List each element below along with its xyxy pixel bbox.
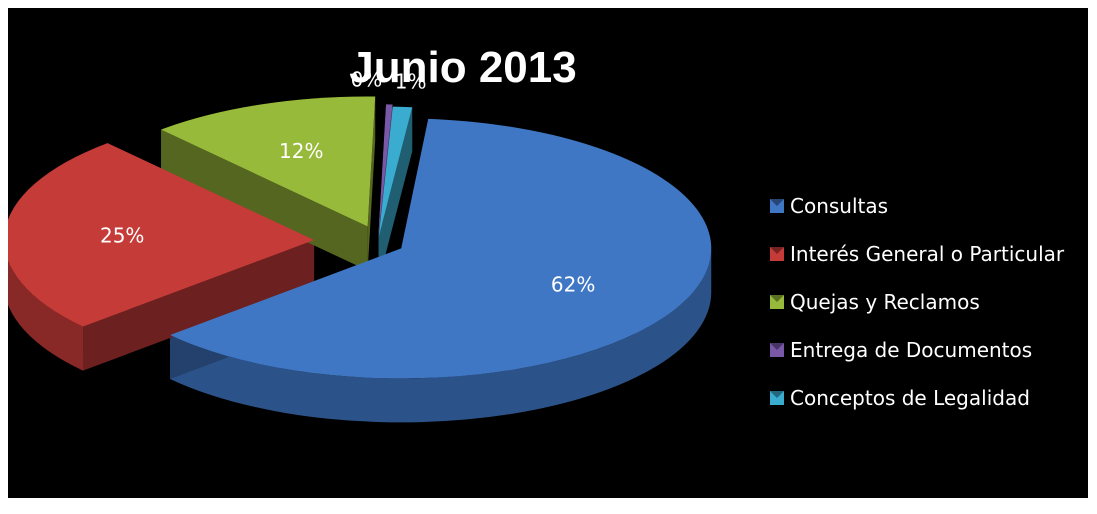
slice-wall-interes-general-o-particular — [8, 260, 84, 371]
slice-interes-general-o-particular — [8, 143, 315, 327]
pie-slices — [8, 96, 712, 423]
legend-swatch-shade — [770, 343, 784, 350]
chart-area: Junio 2013 62% 25% 12% 0% 1% Consultas Interé… — [8, 8, 1088, 498]
legend-item-quejas-y-reclamos: Quejas y Reclamos — [770, 290, 980, 314]
slice-quejas-y-reclamos — [161, 96, 376, 227]
slice-wall-consultas — [170, 248, 712, 423]
pct-label-consultas: 62% — [551, 272, 595, 296]
slice-conceptos-de-legalidad — [378, 106, 413, 237]
pct-label-conceptos-de-legalidad: 1% — [395, 70, 427, 94]
legend-swatch-shade — [770, 199, 784, 206]
legend-label-quejas-y-reclamos: Quejas y Reclamos — [790, 290, 980, 314]
chart-title: Junio 2013 — [349, 43, 576, 92]
legend-label-consultas: Consultas — [790, 194, 888, 218]
legend-item-interes-general-o-particular: Interés General o Particular — [770, 242, 1065, 266]
slice-consultas — [170, 118, 712, 379]
legend: Consultas Interés General o Particular Que… — [770, 194, 1065, 410]
slice-edge-quejas-y-reclamos — [161, 129, 368, 271]
legend-item-consultas: Consultas — [770, 194, 888, 218]
legend-label-interes-general-o-particular: Interés General o Particular — [790, 242, 1065, 266]
legend-swatch-shade — [770, 247, 784, 254]
legend-swatch-shade — [770, 391, 784, 398]
slice-edge-quejas-y-reclamos — [367, 96, 376, 271]
pct-label-entrega-de-documentos: 0% — [351, 67, 383, 91]
legend-label-entrega-de-documentos: Entrega de Documentos — [790, 338, 1032, 362]
pct-label-quejas-y-reclamos: 12% — [279, 139, 323, 163]
slice-edge-interes-general-o-particular — [83, 240, 315, 371]
slice-edge-conceptos-de-legalidad — [378, 107, 413, 281]
legend-swatch-shade — [770, 295, 784, 302]
legend-label-conceptos-de-legalidad: Conceptos de Legalidad — [790, 386, 1030, 410]
slice-entrega-de-documentos — [378, 104, 393, 235]
legend-item-conceptos-de-legalidad: Conceptos de Legalidad — [770, 386, 1030, 410]
pct-label-interes-general-o-particular: 25% — [100, 224, 144, 248]
legend-item-entrega-de-documentos: Entrega de Documentos — [770, 338, 1032, 362]
pie-labels: 62% 25% 12% 0% 1% — [100, 67, 595, 296]
pie-chart: Junio 2013 62% 25% 12% 0% 1% Consultas Interé… — [8, 43, 1065, 423]
